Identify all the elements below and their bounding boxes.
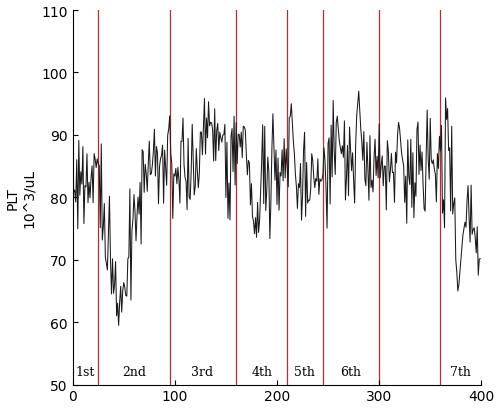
Text: 7th: 7th [450,366,471,378]
Text: 5th: 5th [294,366,315,378]
Text: 4th: 4th [251,366,272,378]
Text: 1st: 1st [75,366,94,378]
Text: 3rd: 3rd [192,366,214,378]
Text: 6th: 6th [340,366,361,378]
Text: 2nd: 2nd [122,366,146,378]
Y-axis label: PLT
10^3/uL: PLT 10^3/uL [6,169,36,227]
